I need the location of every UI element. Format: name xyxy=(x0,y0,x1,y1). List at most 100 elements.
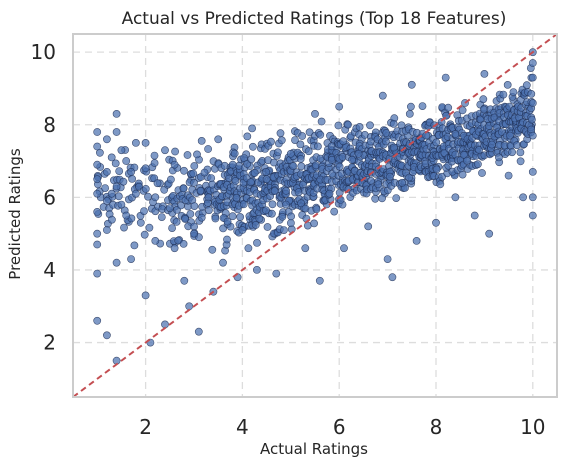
data-point xyxy=(298,132,307,140)
data-point xyxy=(432,138,441,147)
data-point xyxy=(412,236,421,245)
data-point xyxy=(268,200,277,209)
data-point xyxy=(112,258,121,267)
data-point xyxy=(127,255,136,263)
data-point xyxy=(315,276,324,285)
data-point xyxy=(301,244,310,253)
data-point xyxy=(371,194,380,203)
data-point xyxy=(250,168,259,177)
data-point xyxy=(378,91,387,100)
data-point xyxy=(339,137,348,146)
data-point xyxy=(223,217,232,226)
data-point xyxy=(251,221,260,229)
data-point xyxy=(487,140,496,149)
plot-frame xyxy=(72,33,558,398)
data-point xyxy=(136,218,145,227)
data-point xyxy=(406,102,415,111)
data-point xyxy=(246,178,255,187)
data-point xyxy=(117,200,126,209)
data-point xyxy=(313,142,322,151)
data-point xyxy=(93,240,102,249)
data-point xyxy=(122,211,131,220)
x-axis-label: Actual Ratings xyxy=(260,440,368,458)
data-point xyxy=(208,245,217,254)
x-tick-label: 2 xyxy=(139,415,152,439)
data-point xyxy=(189,169,198,178)
data-point xyxy=(103,135,111,144)
data-point xyxy=(255,214,264,223)
data-point xyxy=(316,130,325,139)
data-point xyxy=(263,223,272,231)
data-point xyxy=(194,327,203,336)
data-point xyxy=(93,269,102,278)
data-point xyxy=(193,150,201,159)
data-point xyxy=(451,193,460,202)
data-point xyxy=(528,99,537,107)
data-point xyxy=(330,207,339,216)
data-point xyxy=(528,211,537,220)
data-point xyxy=(528,193,537,202)
data-point xyxy=(405,173,413,182)
data-point xyxy=(238,226,247,234)
data-point xyxy=(272,269,281,278)
y-tick-labels: 2 4 6 8 10 xyxy=(31,40,56,354)
data-point xyxy=(190,162,199,170)
data-point xyxy=(93,160,102,169)
data-point xyxy=(297,199,305,208)
data-point xyxy=(107,189,116,198)
data-point xyxy=(127,167,136,176)
y-axis-label: Predicted Ratings xyxy=(6,148,24,280)
data-point xyxy=(107,153,116,162)
data-point xyxy=(388,273,397,282)
data-point xyxy=(528,115,536,124)
x-tick-label: 6 xyxy=(333,415,346,439)
data-point xyxy=(171,147,179,156)
data-point xyxy=(93,316,102,325)
data-point xyxy=(528,73,537,82)
data-point xyxy=(444,103,453,112)
data-point xyxy=(364,222,373,231)
data-point xyxy=(506,131,514,140)
data-point xyxy=(151,193,160,202)
data-point xyxy=(151,236,160,245)
data-point xyxy=(170,244,179,253)
data-point xyxy=(111,159,120,168)
data-point xyxy=(485,229,494,238)
x-tick-label: 8 xyxy=(430,415,443,439)
data-point xyxy=(304,147,313,156)
y-tick-label: 6 xyxy=(43,185,56,209)
data-point xyxy=(287,212,295,221)
data-point xyxy=(289,162,298,170)
data-point xyxy=(231,176,240,185)
data-point xyxy=(278,212,287,221)
data-point xyxy=(141,184,150,193)
data-point xyxy=(93,128,102,136)
data-point xyxy=(286,149,295,158)
data-point xyxy=(190,229,198,238)
data-point xyxy=(297,162,306,171)
data-point xyxy=(103,197,111,205)
data-point xyxy=(204,145,212,153)
data-point xyxy=(340,244,348,253)
data-point xyxy=(458,106,467,115)
data-point xyxy=(150,159,159,167)
data-point xyxy=(354,149,363,158)
data-point xyxy=(441,73,450,82)
data-point xyxy=(305,128,314,137)
data-point xyxy=(398,178,406,187)
data-point xyxy=(200,168,209,177)
data-point xyxy=(325,189,334,198)
data-point xyxy=(214,135,223,144)
data-point xyxy=(179,184,188,193)
data-point xyxy=(516,148,525,157)
data-point xyxy=(157,213,166,221)
data-point xyxy=(103,167,111,176)
data-point xyxy=(120,223,128,232)
data-point xyxy=(436,180,445,189)
x-tick-labels: 2 4 6 8 10 xyxy=(139,415,545,439)
data-point xyxy=(181,215,190,223)
data-point xyxy=(223,235,231,244)
data-point xyxy=(470,211,479,220)
data-point xyxy=(366,176,375,185)
data-point xyxy=(385,172,394,181)
